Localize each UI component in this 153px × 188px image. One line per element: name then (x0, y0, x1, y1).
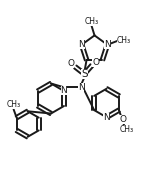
Text: N: N (61, 86, 67, 96)
Text: N: N (78, 40, 85, 49)
Text: N: N (103, 113, 110, 122)
Text: O: O (92, 58, 99, 67)
Text: O: O (67, 59, 74, 68)
Text: CH₃: CH₃ (117, 36, 131, 45)
Text: CH₃: CH₃ (119, 125, 133, 134)
Text: N: N (78, 83, 84, 92)
Text: O: O (119, 115, 126, 124)
Text: S: S (81, 69, 88, 79)
Text: CH₃: CH₃ (7, 100, 21, 109)
Text: N: N (104, 40, 111, 49)
Text: CH₃: CH₃ (84, 17, 99, 26)
